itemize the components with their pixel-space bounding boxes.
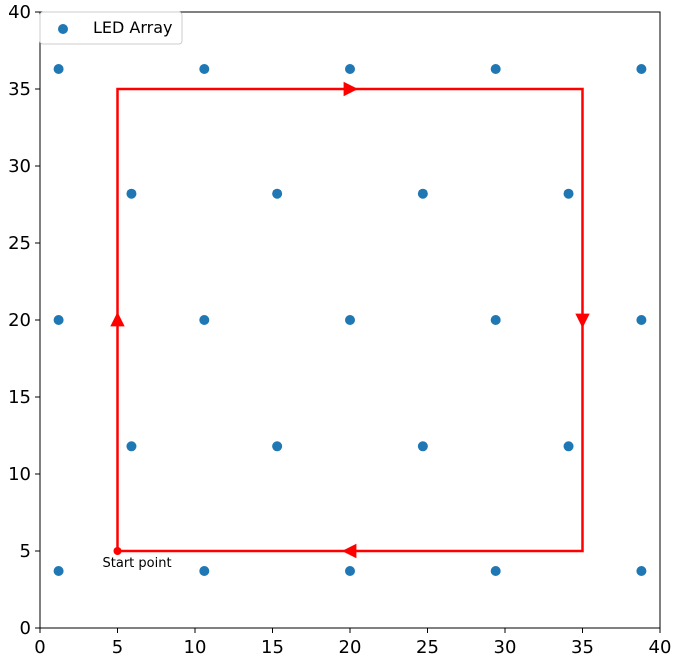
led-point: [345, 315, 355, 325]
led-point: [417, 188, 428, 199]
y-tick-label: 0: [20, 618, 31, 639]
direction-arrow-down: [575, 313, 590, 328]
led-point: [345, 566, 355, 577]
annotations-layer: Start point: [103, 556, 172, 571]
direction-arrow-up: [110, 312, 125, 327]
led-point: [199, 566, 210, 577]
x-tick-label: 15: [261, 637, 284, 658]
direction-arrow-left: [342, 543, 357, 559]
direction-arrow-right: [343, 81, 358, 97]
y-tick-label: 25: [8, 233, 31, 254]
ticks-layer: 0 5 10 15 20 25 30 35 40 0 5 10 15 20 25 30 35 40: [8, 2, 671, 658]
x-tick-label: 35: [571, 637, 594, 658]
led-point: [490, 566, 501, 577]
led-point: [636, 63, 647, 74]
led-point: [53, 566, 64, 577]
led-point: [126, 188, 137, 199]
y-tick-label: 15: [8, 387, 31, 408]
led-point: [345, 63, 355, 74]
led-point: [126, 441, 137, 452]
led-point: [563, 441, 574, 452]
led-point: [636, 566, 647, 577]
x-tick-label: 40: [649, 637, 672, 658]
y-tick-label: 20: [8, 310, 31, 331]
led-point: [563, 188, 574, 199]
y-tick-label: 30: [8, 156, 31, 177]
y-tick-label: 5: [20, 541, 31, 562]
x-tick-label: 20: [339, 637, 362, 658]
led-point: [636, 315, 647, 325]
legend: LED Array: [39, 11, 183, 45]
x-tick-label: 0: [34, 637, 45, 658]
route-path-line: [116, 87, 584, 553]
led-point: [272, 188, 283, 199]
led-point: [53, 63, 64, 74]
led-point: [490, 315, 501, 325]
y-tick-label: 10: [8, 464, 31, 485]
led-point: [490, 63, 501, 74]
led-point: [199, 315, 210, 325]
points-layer: [53, 63, 647, 577]
start-point-marker: [113, 547, 122, 555]
path-layer: [110, 81, 590, 559]
x-tick-label: 25: [416, 637, 439, 658]
start-point-label: Start point: [103, 556, 172, 571]
led-point: [417, 441, 428, 452]
legend-label: LED Array: [93, 18, 173, 37]
led-point: [199, 63, 210, 74]
legend-box: [39, 11, 183, 45]
y-tick-label: 40: [8, 2, 31, 23]
legend-marker: [58, 24, 68, 34]
x-tick-label: 30: [494, 637, 517, 658]
led-point: [53, 315, 64, 325]
x-tick-label: 10: [184, 637, 207, 658]
x-tick-label: 5: [112, 637, 123, 658]
y-tick-label: 35: [8, 79, 31, 100]
led-point: [272, 441, 283, 452]
